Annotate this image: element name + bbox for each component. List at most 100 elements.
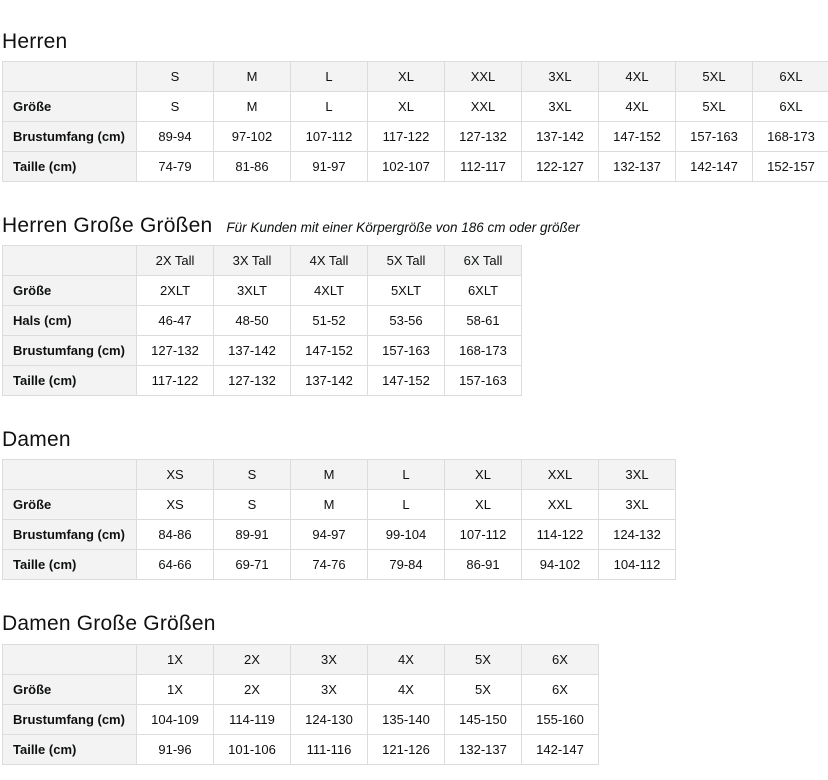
section-title-herren-grosse-groessen: Herren Große Größen [2,214,213,238]
value-cell: 147-152 [290,335,368,367]
row-label-cell: Taille (cm) [2,549,137,581]
column-header-cell: 6XL [752,61,828,93]
value-cell: 64-66 [136,549,214,581]
value-cell: 3X [290,673,368,705]
value-cell: 6X [521,673,599,705]
value-cell: 5XL [675,91,753,123]
value-cell: 107-112 [290,121,368,153]
column-header-cell: L [367,459,445,491]
size-table-damen: XS S M L XL XXL 3XL Größe XS S M L XL XXL 3XL Brustumfa… [2,459,676,581]
value-cell: 124-132 [598,519,676,551]
section-header: Herren [2,30,828,54]
value-cell: 74-79 [136,151,214,183]
value-cell: 4X [367,673,445,705]
value-cell: XXL [444,91,522,123]
value-cell: 46-47 [136,305,214,337]
value-cell: 127-132 [136,335,214,367]
column-header-cell: 2X [213,643,291,675]
table-row: Brustumfang (cm) 84-86 89-91 94-97 99-104 107… [2,519,676,551]
value-cell: 86-91 [444,549,522,581]
value-cell: 51-52 [290,305,368,337]
section-header: Damen [2,428,828,452]
value-cell: 94-97 [290,519,368,551]
value-cell: 127-132 [444,121,522,153]
value-cell: M [213,91,291,123]
section-damen: Damen XS S M L XL XXL 3XL Größe XS S M L XL XXL 3XL Bru… [2,428,828,581]
column-header-cell: XXL [521,459,599,491]
row-label-cell: Brustumfang (cm) [2,519,137,551]
value-cell: 124-130 [290,703,368,735]
column-header-cell: 5X Tall [367,245,445,277]
column-header-cell: 1X [136,643,214,675]
value-cell: M [290,489,368,521]
column-header-cell: 3XL [598,459,676,491]
section-herren-grosse-groessen: Herren Große Größen Für Kunden mit einer… [2,214,828,397]
value-cell: 53-56 [367,305,445,337]
corner-cell [2,459,137,491]
column-header-cell: M [290,459,368,491]
value-cell: 1X [136,673,214,705]
value-cell: S [136,91,214,123]
column-header-row: 2X Tall 3X Tall 4X Tall 5X Tall 6X Tall [2,245,522,277]
value-cell: 89-91 [213,519,291,551]
value-cell: 69-71 [213,549,291,581]
section-header: Herren Große Größen Für Kunden mit einer… [2,214,828,238]
value-cell: 2XLT [136,275,214,307]
size-table-damen-grosse-groessen: 1X 2X 3X 4X 5X 6X Größe 1X 2X 3X 4X 5X 6X Brustumfang… [2,643,599,765]
value-cell: 102-107 [367,151,445,183]
value-cell: 3XL [598,489,676,521]
column-header-cell: XS [136,459,214,491]
value-cell: 104-112 [598,549,676,581]
value-cell: 147-152 [598,121,676,153]
row-label-cell: Taille (cm) [2,733,137,765]
value-cell: XL [367,91,445,123]
section-subtitle-koerpergroesse-note: Für Kunden mit einer Körpergröße von 186… [226,220,580,236]
value-cell: 4XLT [290,275,368,307]
value-cell: 6XLT [444,275,522,307]
table-row: Hals (cm) 46-47 48-50 51-52 53-56 58-61 [2,305,522,337]
value-cell: 81-86 [213,151,291,183]
value-cell: 91-97 [290,151,368,183]
column-header-cell: XL [444,459,522,491]
value-cell: 122-127 [521,151,599,183]
section-herren: Herren S M L XL XXL 3XL 4XL 5XL 6XL Größe S M L XL XXL… [2,30,828,183]
size-table-herren-grosse-groessen: 2X Tall 3X Tall 4X Tall 5X Tall 6X Tall Größe… [2,245,522,397]
value-cell: 91-96 [136,733,214,765]
column-header-cell: 4X Tall [290,245,368,277]
value-cell: 89-94 [136,121,214,153]
corner-cell [2,643,137,675]
column-header-cell: M [213,61,291,93]
value-cell: 5X [444,673,522,705]
column-header-cell: 5XL [675,61,753,93]
value-cell: 97-102 [213,121,291,153]
table-row: Taille (cm) 117-122 127-132 137-142 147-152 1… [2,365,522,397]
value-cell: S [213,489,291,521]
value-cell: 112-117 [444,151,522,183]
row-label-cell: Brustumfang (cm) [2,703,137,735]
table-row: Taille (cm) 91-96 101-106 111-116 121-126 132… [2,733,599,765]
value-cell: 132-137 [444,733,522,765]
column-header-row: S M L XL XXL 3XL 4XL 5XL 6XL [2,61,828,93]
column-header-cell: XXL [444,61,522,93]
value-cell: 74-76 [290,549,368,581]
value-cell: 94-102 [521,549,599,581]
value-cell: 114-119 [213,703,291,735]
column-header-cell: 6X [521,643,599,675]
row-label-cell: Hals (cm) [2,305,137,337]
column-header-cell: 3X Tall [213,245,291,277]
row-label-cell: Größe [2,275,137,307]
value-cell: 104-109 [136,703,214,735]
row-label-cell: Größe [2,489,137,521]
value-cell: 114-122 [521,519,599,551]
value-cell: 111-116 [290,733,368,765]
table-row: Größe 1X 2X 3X 4X 5X 6X [2,673,599,705]
value-cell: L [290,91,368,123]
table-row: Größe XS S M L XL XXL 3XL [2,489,676,521]
column-header-cell: 5X [444,643,522,675]
value-cell: 155-160 [521,703,599,735]
value-cell: 137-142 [521,121,599,153]
value-cell: 5XLT [367,275,445,307]
value-cell: 168-173 [752,121,828,153]
table-row: Größe S M L XL XXL 3XL 4XL 5XL 6XL [2,91,828,123]
